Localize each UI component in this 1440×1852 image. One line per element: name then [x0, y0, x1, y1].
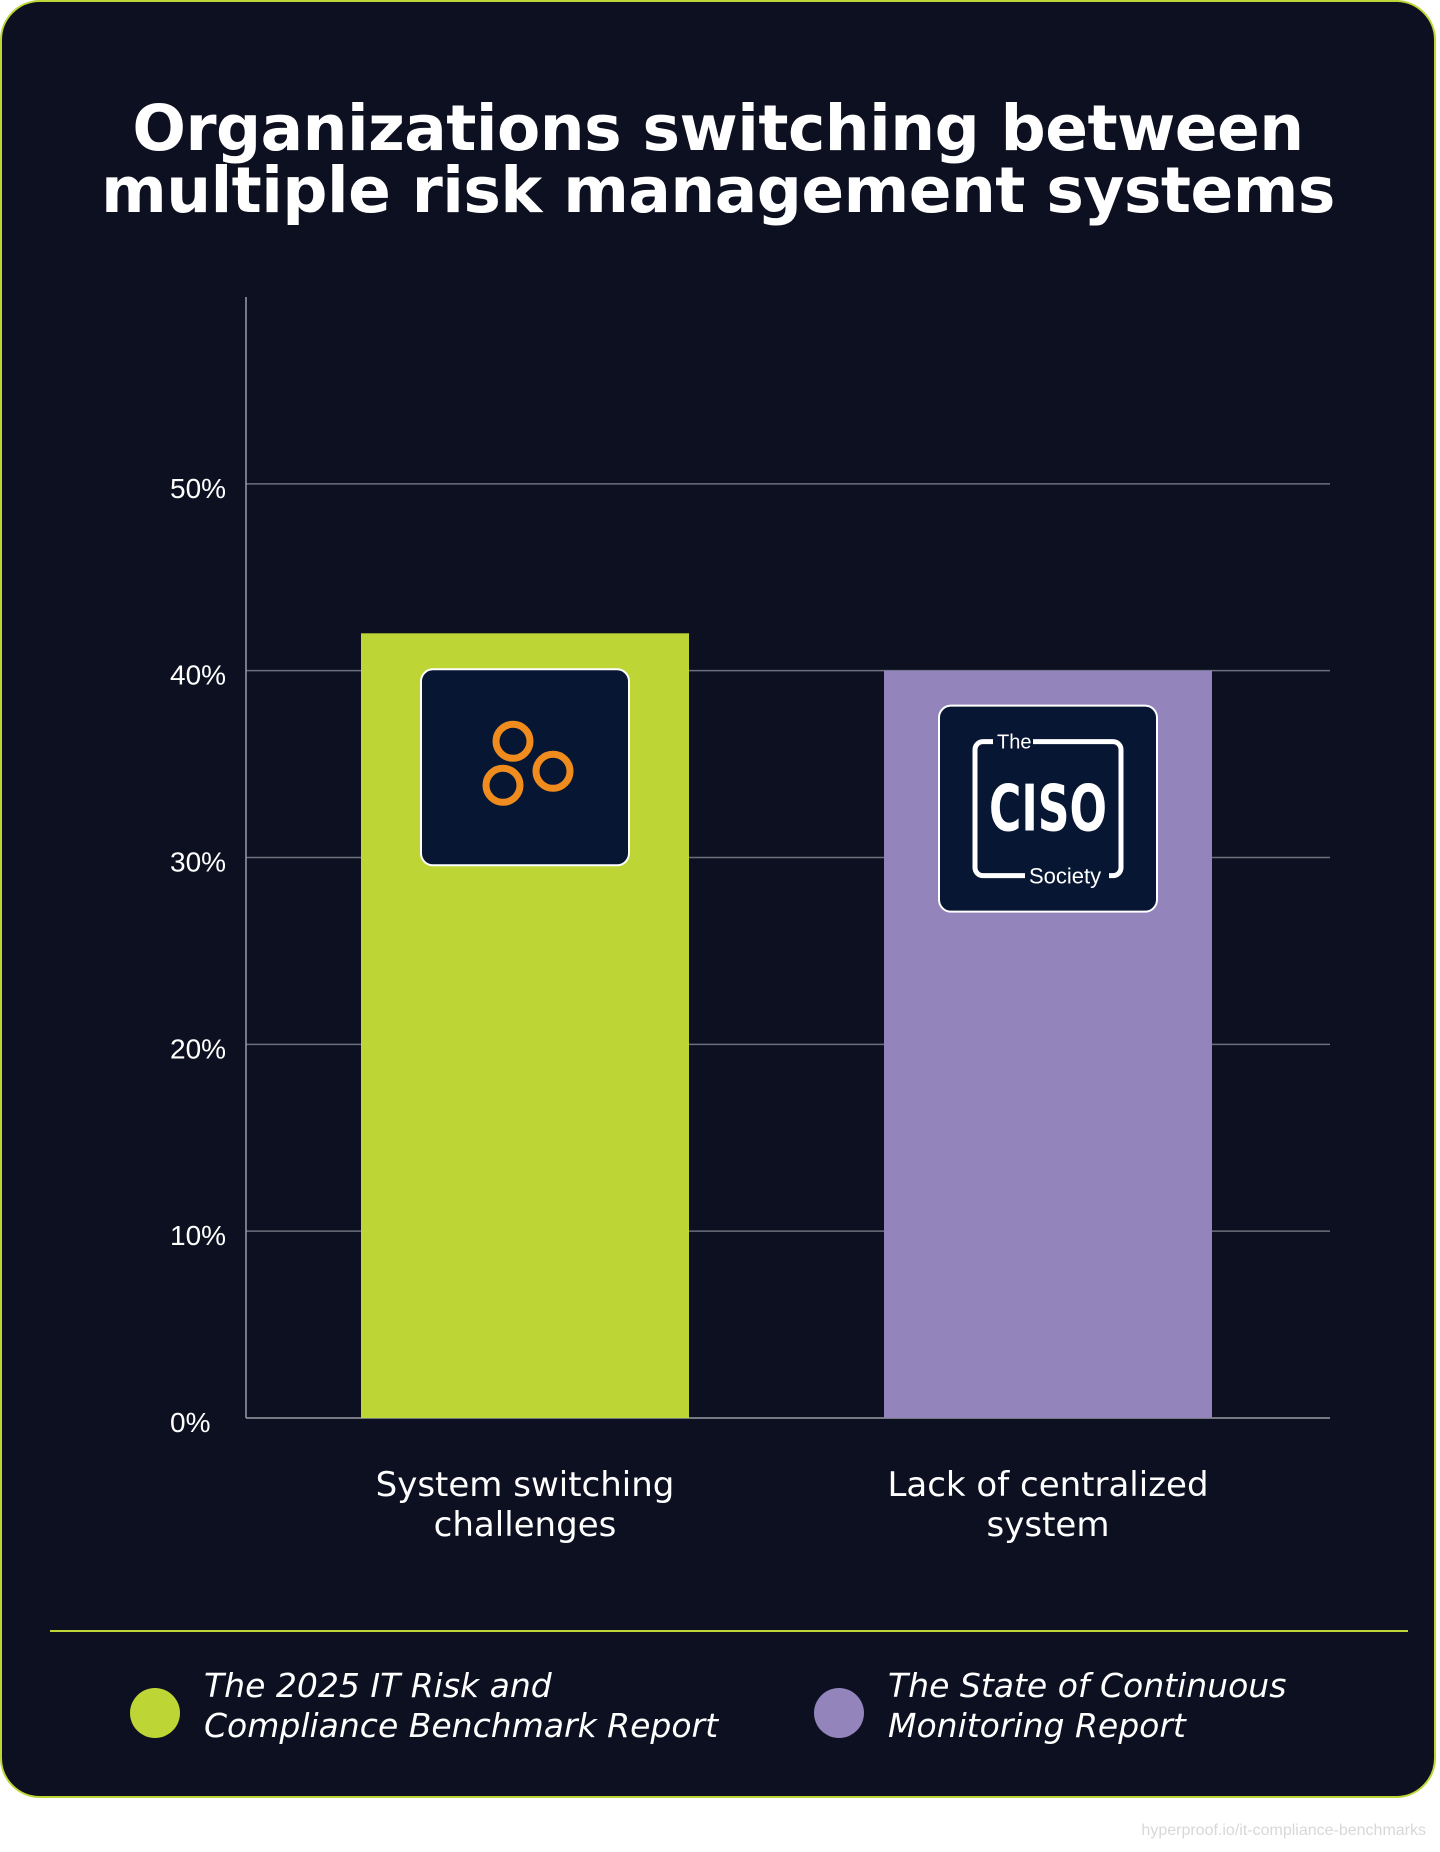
chart-card: Organizations switching between multiple…	[0, 0, 1436, 1798]
y-tick-label: 0%	[170, 1407, 210, 1438]
y-tick-label: 40%	[170, 660, 226, 691]
legend-item-continuous-monitoring: The State of Continuous Monitoring Repor…	[814, 1666, 1408, 1746]
orange-ring-icon	[532, 750, 574, 792]
ciso-frame-gap	[993, 731, 1033, 752]
legend-label-benchmark-report: The 2025 IT Risk and Compliance Benchmar…	[204, 1666, 719, 1745]
logo-box	[420, 668, 630, 867]
legend-dot-green	[130, 1688, 180, 1738]
footer-url[interactable]: hyperproof.io/it-compliance-benchmarks	[1141, 1822, 1426, 1839]
y-tick-label: 50%	[170, 473, 226, 504]
chart-title-line-1: Organizations switching between	[132, 92, 1304, 165]
legend-dot-purple	[814, 1688, 864, 1738]
chart-title-line-2: multiple risk management systems	[101, 154, 1335, 227]
legend-divider	[50, 1630, 1408, 1632]
logo-box	[938, 704, 1158, 913]
ciso-the-text: The	[997, 732, 1031, 754]
bar-chart: 0% 10% 20% 30% 40% 50% System switchingchallen…	[170, 297, 1330, 1545]
orange-ring-icon	[492, 720, 534, 762]
y-tick-label: 20%	[170, 1033, 226, 1064]
x-category-label: challenges	[434, 1505, 617, 1545]
x-category-label: System switching	[376, 1465, 675, 1505]
legend-label-continuous-monitoring: The State of Continuous Monitoring Repor…	[888, 1666, 1287, 1745]
legend-item-benchmark-report: The 2025 IT Risk and Compliance Benchmar…	[130, 1666, 724, 1746]
orange-ring-icon	[482, 764, 524, 806]
ciso-society-logo: The CISO Society	[938, 704, 1158, 913]
orange-rings-logo	[420, 668, 630, 867]
y-tick-label: 10%	[170, 1220, 226, 1251]
y-tick-label: 30%	[170, 847, 226, 878]
ciso-society-text: Society	[1029, 864, 1101, 889]
ciso-frame-gap	[1025, 865, 1109, 886]
ciso-main-text: CISO	[989, 773, 1107, 847]
chart-title: Organizations switching between multiple…	[2, 92, 1434, 227]
x-category-label: Lack of centralized	[887, 1465, 1208, 1505]
x-category-label: system	[987, 1505, 1110, 1545]
